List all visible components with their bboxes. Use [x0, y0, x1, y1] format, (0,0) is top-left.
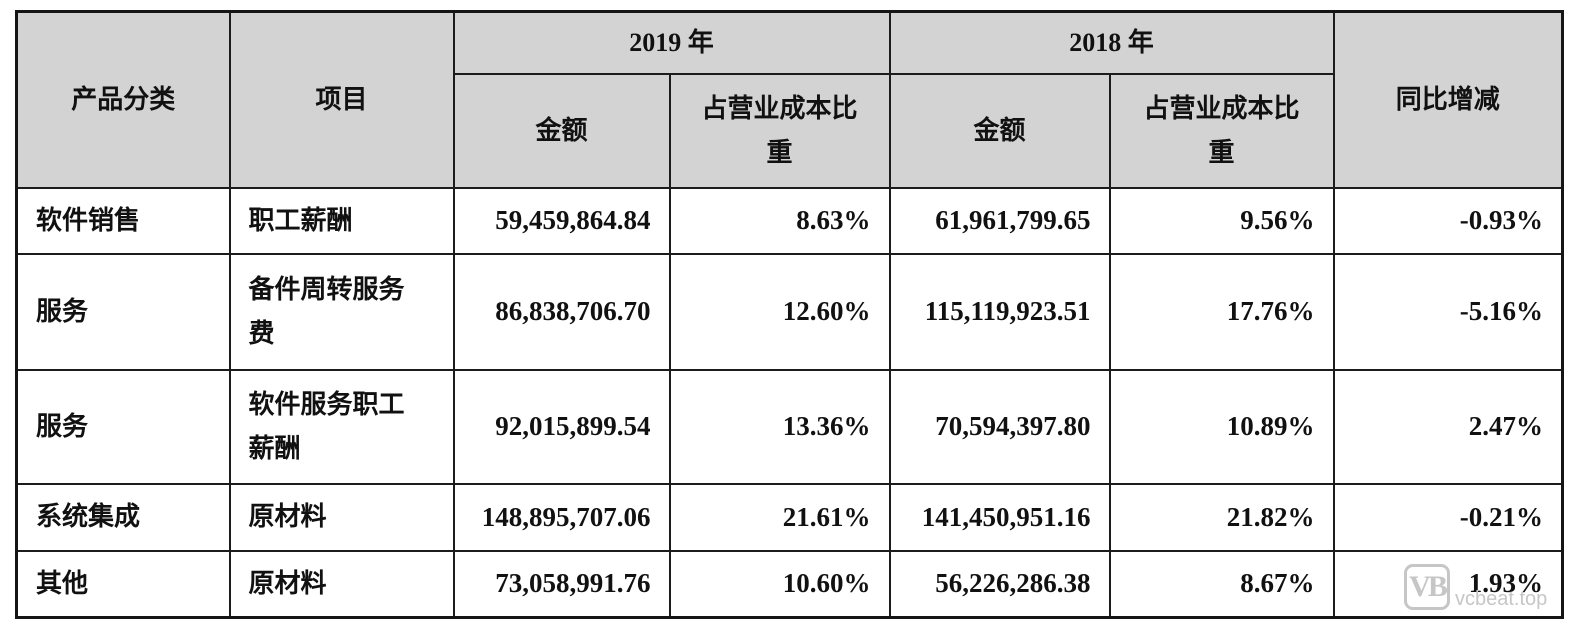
cell-ratio-2019: 21.61%	[668, 482, 891, 552]
cell-amount-2018: 70,594,397.80	[888, 368, 1111, 485]
cell-yoy: -0.21%	[1332, 482, 1564, 552]
cell-amount-2018: 61,961,799.65	[888, 186, 1111, 255]
cell-category: 服务	[15, 252, 231, 371]
cell-yoy: 2.47%	[1332, 368, 1564, 485]
header-cost-ratio-2018: 占营业成本比重	[1108, 72, 1335, 189]
operating-cost-table: 产品分类 项目 2019 年 2018 年 同比增减 金额 占营业成本比重 金额…	[15, 10, 1565, 619]
cell-amount-2019: 73,058,991.76	[452, 549, 671, 619]
table-row: 软件销售 职工薪酬 59,459,864.84 8.63% 61,961,799…	[15, 186, 1564, 255]
cell-amount-2019: 148,895,707.06	[452, 482, 671, 552]
cell-yoy: 1.93%	[1332, 549, 1564, 619]
cell-ratio-2018: 17.76%	[1108, 252, 1335, 371]
table-row: 其他 原材料 73,058,991.76 10.60% 56,226,286.3…	[15, 549, 1564, 619]
cell-ratio-2019: 12.60%	[668, 252, 891, 371]
header-amount-2018: 金额	[888, 72, 1111, 189]
cell-yoy: -0.93%	[1332, 186, 1564, 255]
cell-category: 服务	[15, 368, 231, 485]
cell-amount-2018: 115,119,923.51	[888, 252, 1111, 371]
cell-item: 原材料	[228, 549, 455, 619]
header-product-category: 产品分类	[15, 10, 231, 189]
cell-amount-2018: 141,450,951.16	[888, 482, 1111, 552]
header-cost-ratio-2019: 占营业成本比重	[668, 72, 891, 189]
header-year-2018: 2018 年	[888, 10, 1335, 75]
cell-category: 其他	[15, 549, 231, 619]
cell-item: 原材料	[228, 482, 455, 552]
cell-amount-2019: 86,838,706.70	[452, 252, 671, 371]
cell-amount-2018: 56,226,286.38	[888, 549, 1111, 619]
cell-item: 备件周转服务费	[228, 252, 455, 371]
cell-ratio-2019: 10.60%	[668, 549, 891, 619]
cell-ratio-2018: 21.82%	[1108, 482, 1335, 552]
header-yoy-change: 同比增减	[1332, 10, 1564, 189]
cell-ratio-2019: 13.36%	[668, 368, 891, 485]
header-amount-2019: 金额	[452, 72, 671, 189]
cell-category: 系统集成	[15, 482, 231, 552]
cell-item: 软件服务职工薪酬	[228, 368, 455, 485]
cell-ratio-2018: 9.56%	[1108, 186, 1335, 255]
table-row: 服务 软件服务职工薪酬 92,015,899.54 13.36% 70,594,…	[15, 368, 1564, 485]
header-year-2019: 2019 年	[452, 10, 891, 75]
cell-ratio-2019: 8.63%	[668, 186, 891, 255]
cell-item: 职工薪酬	[228, 186, 455, 255]
cell-ratio-2018: 8.67%	[1108, 549, 1335, 619]
cell-amount-2019: 59,459,864.84	[452, 186, 671, 255]
cell-amount-2019: 92,015,899.54	[452, 368, 671, 485]
cell-category: 软件销售	[15, 186, 231, 255]
header-item: 项目	[228, 10, 455, 189]
table-row: 服务 备件周转服务费 86,838,706.70 12.60% 115,119,…	[15, 252, 1564, 371]
cell-ratio-2018: 10.89%	[1108, 368, 1335, 485]
table-row: 系统集成 原材料 148,895,707.06 21.61% 141,450,9…	[15, 482, 1564, 552]
cell-yoy: -5.16%	[1332, 252, 1564, 371]
